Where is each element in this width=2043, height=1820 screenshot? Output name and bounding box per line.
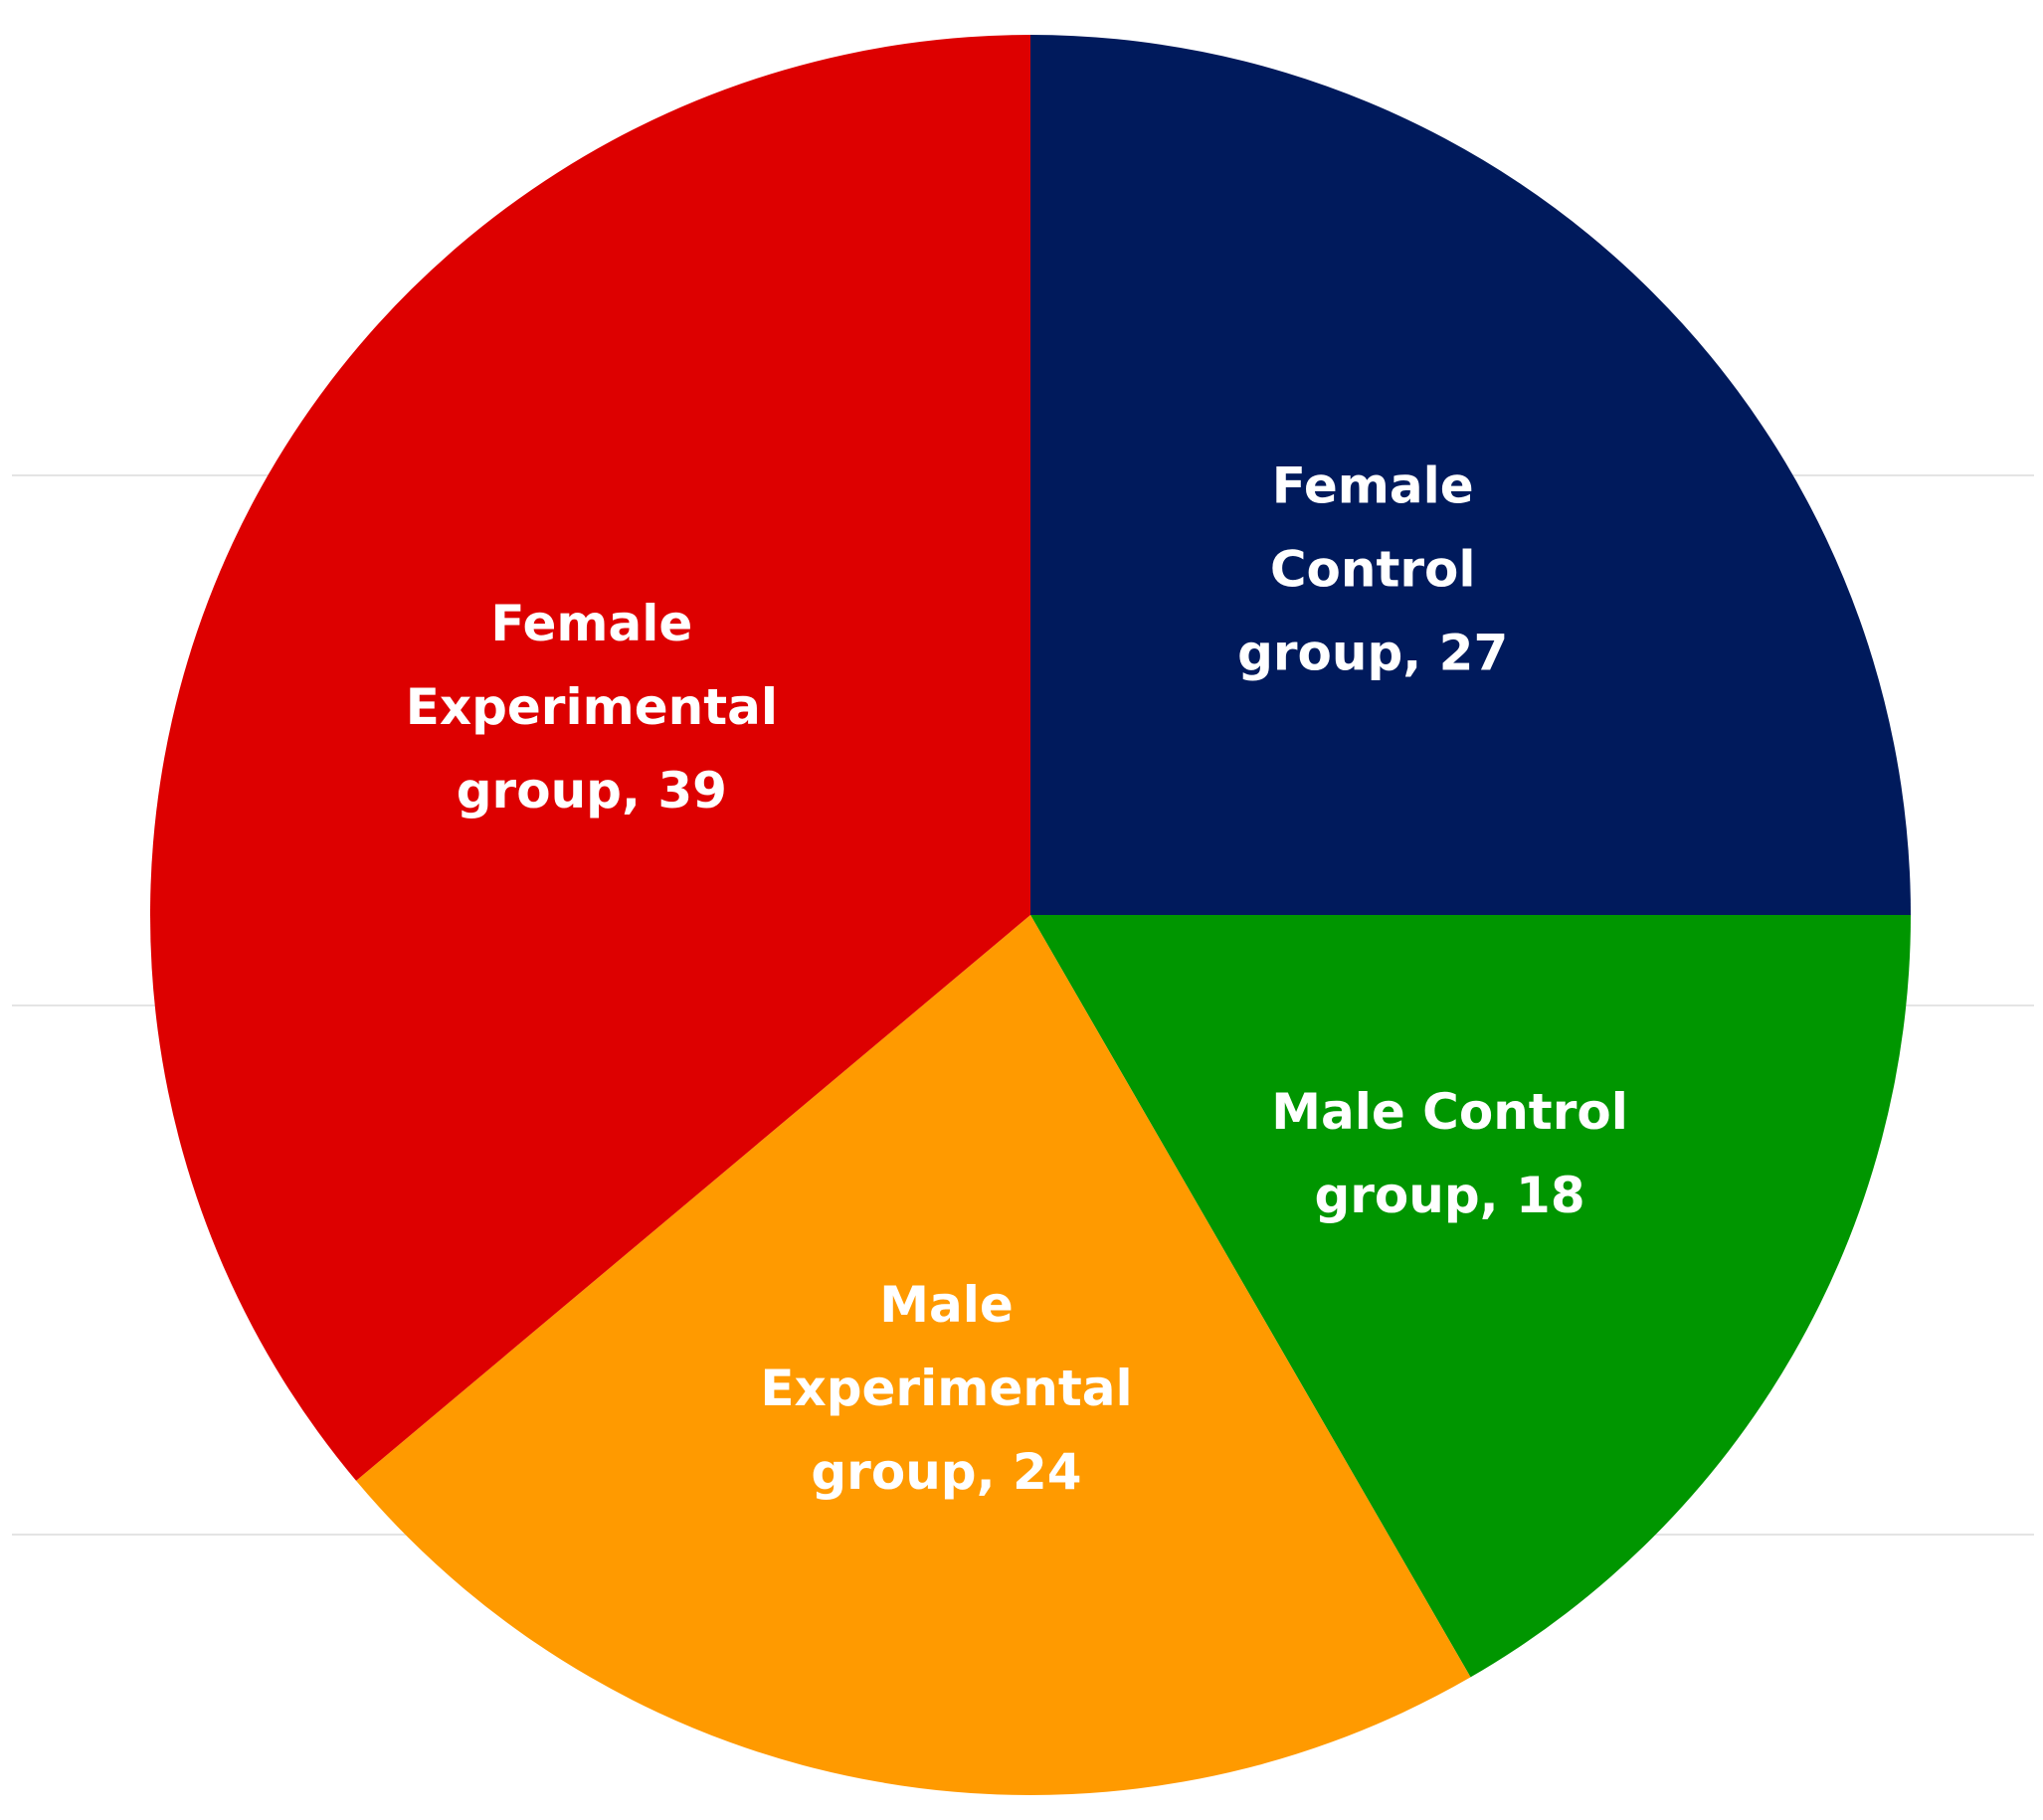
data-label-line: Control (1270, 540, 1476, 598)
data-label-line: Male Control (1271, 1083, 1628, 1141)
data-label-line: Female (490, 595, 692, 652)
data-label: Male Experimental group, 24 (760, 1276, 1132, 1501)
pie-slice (1030, 35, 1911, 915)
pie-slice (149, 35, 1031, 1481)
data-label-line: Experimental (760, 1360, 1132, 1417)
pie-slice (1030, 915, 1911, 1678)
data-label: Female Experimental group, 39 (406, 595, 778, 819)
data-label-line: group, 24 (811, 1443, 1081, 1501)
data-label-line: group, 18 (1314, 1167, 1584, 1224)
data-label: Female Control group, 27 (1237, 456, 1508, 681)
pie-slice (356, 915, 1471, 1795)
data-label-line: Female (1272, 456, 1474, 514)
data-label-line: group, 27 (1237, 624, 1508, 681)
data-label-line: Male (879, 1276, 1014, 1334)
data-label-line: group, 39 (457, 762, 727, 819)
data-label: Male Control group, 18 (1271, 1083, 1628, 1224)
data-label-line: Experimental (406, 678, 778, 736)
